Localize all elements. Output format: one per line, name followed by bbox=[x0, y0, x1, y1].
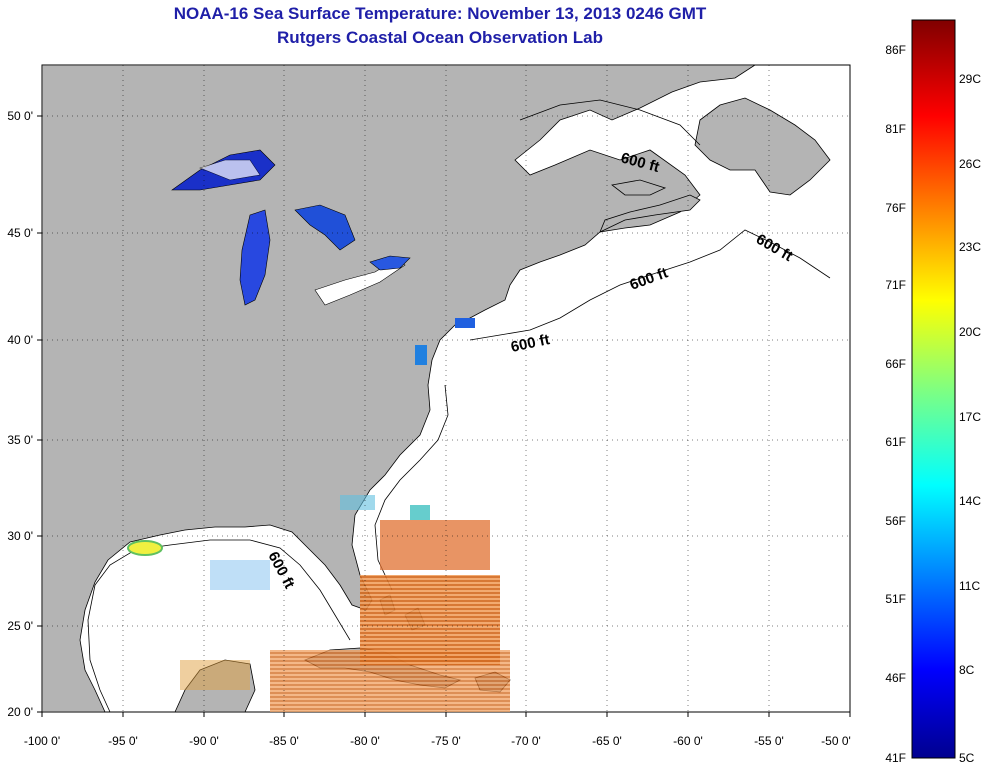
colorbar-f-label: 71F bbox=[885, 278, 906, 292]
map-title: NOAA-16 Sea Surface Temperature: Novembe… bbox=[173, 4, 707, 23]
colorbar: 86F 81F 76F 71F 66F 61F 56F 51F 46F 41F … bbox=[885, 19, 981, 765]
sst-data-patches bbox=[127, 318, 510, 712]
colorbar-f-label: 41F bbox=[885, 751, 906, 765]
lat-label: 25 0' bbox=[7, 619, 33, 633]
colorbar-f-label: 76F bbox=[885, 201, 906, 215]
lat-label: 20 0' bbox=[7, 705, 33, 719]
colorbar-c-label: 17C bbox=[959, 410, 981, 424]
colorbar-c-label: 11C bbox=[959, 579, 980, 593]
map-subtitle: Rutgers Coastal Ocean Observation Lab bbox=[277, 28, 603, 47]
lon-label: -90 0' bbox=[189, 734, 219, 748]
lat-label: 30 0' bbox=[7, 529, 33, 543]
lon-label: -80 0' bbox=[350, 734, 380, 748]
lon-label: -60 0' bbox=[673, 734, 703, 748]
colorbar-f-label: 51F bbox=[885, 592, 906, 606]
colorbar-f-label: 66F bbox=[885, 357, 906, 371]
lat-label: 45 0' bbox=[7, 226, 33, 240]
colorbar-c-label: 20C bbox=[959, 325, 981, 339]
colorbar-gradient bbox=[911, 19, 956, 759]
colorbar-c-label: 29C bbox=[959, 72, 981, 86]
lon-label: -95 0' bbox=[108, 734, 138, 748]
colorbar-c-label: 14C bbox=[959, 494, 981, 508]
isobath-600ft bbox=[87, 99, 831, 713]
colorbar-f-label: 61F bbox=[885, 435, 906, 449]
great-lakes bbox=[171, 149, 411, 306]
lon-label: -55 0' bbox=[754, 734, 784, 748]
lon-label: -100 0' bbox=[24, 734, 60, 748]
colorbar-c-label: 8C bbox=[959, 663, 975, 677]
colorbar-f-label: 46F bbox=[885, 671, 906, 685]
lon-label: -75 0' bbox=[431, 734, 461, 748]
lat-label: 35 0' bbox=[7, 433, 33, 447]
lon-label: -50 0' bbox=[821, 734, 851, 748]
colorbar-f-label: 56F bbox=[885, 514, 906, 528]
axis-ticks bbox=[37, 115, 851, 717]
lat-label: 50 0' bbox=[7, 109, 33, 123]
lat-label: 40 0' bbox=[7, 333, 33, 347]
lon-label: -70 0' bbox=[511, 734, 541, 748]
lon-label: -85 0' bbox=[269, 734, 299, 748]
colorbar-c-label: 5C bbox=[959, 751, 975, 765]
lon-label: -65 0' bbox=[592, 734, 622, 748]
colorbar-f-label: 86F bbox=[885, 43, 906, 57]
colorbar-c-label: 26C bbox=[959, 157, 981, 171]
colorbar-f-label: 81F bbox=[885, 122, 906, 136]
colorbar-c-label: 23C bbox=[959, 240, 981, 254]
